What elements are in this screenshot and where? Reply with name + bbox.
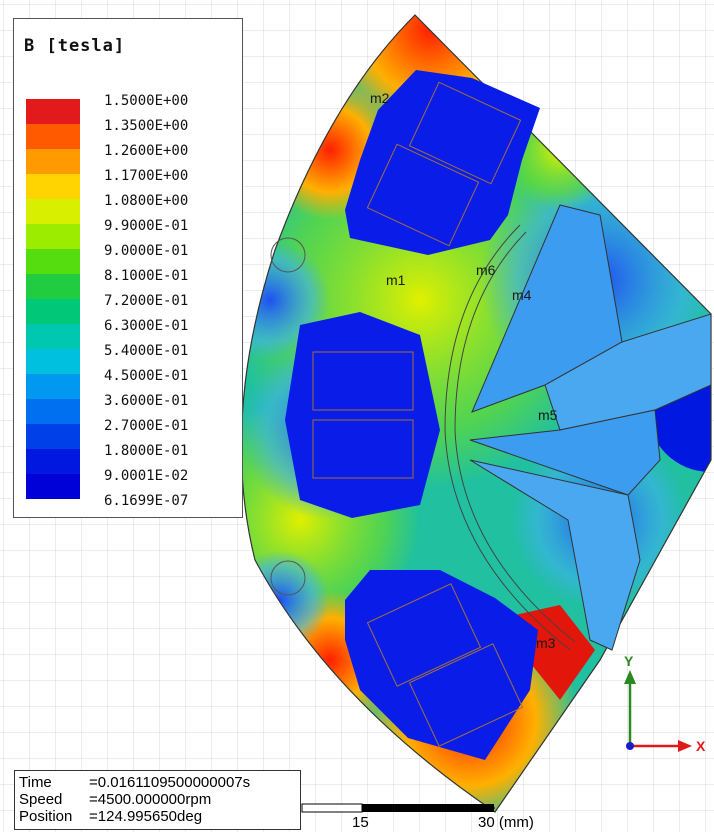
hole-upper bbox=[270, 237, 306, 273]
air-gap-outer bbox=[444, 224, 571, 651]
svg-text:m3: m3 bbox=[536, 635, 556, 651]
legend-label: 5.4000E-01 bbox=[104, 343, 189, 359]
status-speed: Speed =4500.000000rpm bbox=[19, 791, 212, 808]
rotor-magnets bbox=[469, 204, 712, 651]
legend-label: 8.1000E-01 bbox=[104, 268, 189, 284]
legend-band bbox=[26, 399, 80, 425]
axes-triad: Y X bbox=[624, 653, 706, 754]
legend-label: 7.2000E-01 bbox=[104, 293, 189, 309]
legend-label: 1.3500E+00 bbox=[104, 118, 189, 134]
marker-m4[interactable]: m4 bbox=[512, 287, 532, 303]
legend-label: 1.5000E+00 bbox=[104, 93, 189, 109]
legend-band bbox=[26, 424, 80, 450]
marker-m5[interactable]: m5 bbox=[538, 407, 558, 423]
legend-label: 6.3000E-01 bbox=[104, 318, 189, 334]
scale-bar bbox=[301, 803, 495, 813]
hole-lower bbox=[270, 560, 306, 596]
slot-top bbox=[345, 70, 540, 255]
legend-band bbox=[26, 149, 80, 175]
svg-text:m2: m2 bbox=[370, 90, 390, 106]
legend-label: 3.6000E-01 bbox=[104, 393, 189, 409]
legend-label: 9.0001E-02 bbox=[104, 468, 189, 484]
legend-band bbox=[26, 174, 80, 200]
legend-band bbox=[26, 449, 80, 475]
legend-band bbox=[26, 374, 80, 400]
scale-label-mid: 15 bbox=[352, 814, 369, 831]
color-legend: B [tesla] 1.5000E+00 1.3500E+00 1.2600E+00… bbox=[13, 18, 243, 518]
status-time: Time =0.0161109500000007s bbox=[19, 774, 251, 791]
legend-label: 1.2600E+00 bbox=[104, 143, 189, 159]
x-axis-label: X bbox=[696, 738, 706, 754]
svg-text:m4: m4 bbox=[512, 287, 532, 303]
legend-band bbox=[26, 324, 80, 350]
legend-band bbox=[26, 349, 80, 375]
legend-band bbox=[26, 249, 80, 275]
marker-m1[interactable]: m1 bbox=[386, 272, 406, 288]
legend-band bbox=[26, 199, 80, 225]
marker-m3[interactable]: m3 bbox=[536, 635, 556, 651]
svg-text:m5: m5 bbox=[538, 407, 558, 423]
marker-m6[interactable]: m6 bbox=[476, 262, 496, 278]
legend-label: 1.8000E-01 bbox=[104, 443, 189, 459]
animation-status-box: Time =0.0161109500000007s Speed =4500.0000… bbox=[14, 770, 301, 830]
legend-label: 1.0800E+00 bbox=[104, 193, 189, 209]
svg-text:m1: m1 bbox=[386, 272, 406, 288]
status-position: Position =124.995650deg bbox=[19, 808, 203, 825]
legend-title: B [tesla] bbox=[24, 36, 126, 56]
legend-label: 9.9000E-01 bbox=[104, 218, 189, 234]
legend-label: 2.7000E-01 bbox=[104, 418, 189, 434]
slot-bottom bbox=[345, 570, 538, 760]
legend-label: 4.5000E-01 bbox=[104, 368, 189, 384]
legend-color-bar bbox=[26, 99, 80, 499]
air-gap-inner bbox=[454, 231, 576, 643]
slot-middle bbox=[285, 312, 440, 518]
legend-band bbox=[26, 299, 80, 325]
legend-band bbox=[26, 99, 80, 125]
legend-label: 1.1700E+00 bbox=[104, 168, 189, 184]
svg-text:m6: m6 bbox=[476, 262, 496, 278]
legend-label: 9.0000E-01 bbox=[104, 243, 189, 259]
marker-m2[interactable]: m2 bbox=[370, 90, 390, 106]
y-axis-label: Y bbox=[624, 653, 634, 669]
legend-band bbox=[26, 124, 80, 150]
legend-label: 6.1699E-07 bbox=[104, 493, 189, 509]
legend-band bbox=[26, 274, 80, 300]
scale-label-end: 30 (mm) bbox=[478, 814, 534, 831]
legend-band bbox=[26, 224, 80, 250]
legend-band bbox=[26, 474, 80, 499]
